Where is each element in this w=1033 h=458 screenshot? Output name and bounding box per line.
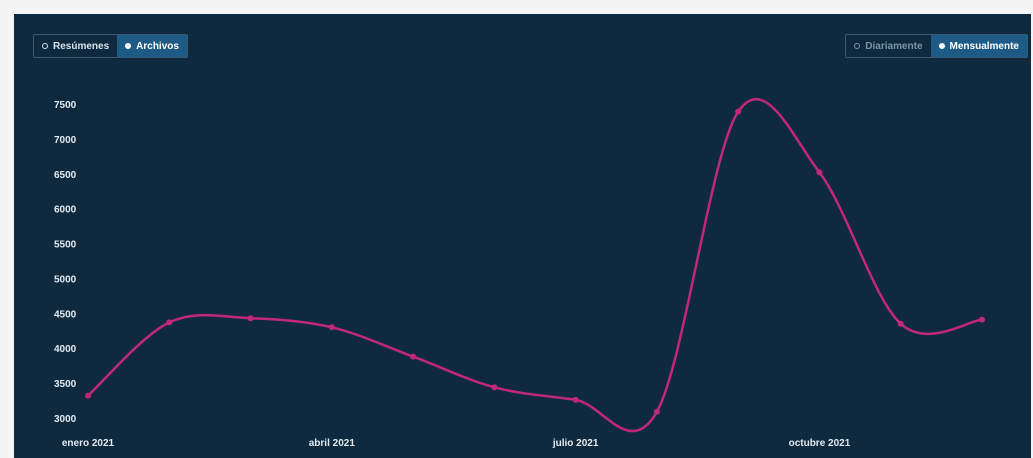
y-tick-label: 5500 [54, 240, 77, 251]
x-axis: enero 2021 abril 2021 julio 2021 octubre 20… [62, 438, 851, 449]
data-point[interactable] [572, 396, 579, 403]
radio-filled-icon [125, 43, 132, 49]
data-point[interactable] [897, 320, 904, 327]
period-toggle-group: Diariamente Mensualmente [845, 34, 1028, 58]
radio-empty-icon [42, 43, 48, 49]
data-point[interactable] [85, 392, 91, 399]
toggle-diariamente[interactable]: Diariamente [846, 35, 931, 57]
data-point[interactable] [653, 408, 660, 415]
data-point[interactable] [979, 316, 985, 323]
y-tick-label: 7500 [54, 100, 77, 111]
y-axis: 3000 3500 4000 4500 5000 5500 6000 6500 7000 7500 [54, 100, 77, 425]
data-point[interactable] [166, 319, 173, 326]
y-tick-label: 7000 [54, 135, 77, 146]
y-tick-label: 5000 [54, 274, 77, 285]
data-point[interactable] [491, 384, 498, 391]
radio-filled-icon [938, 43, 945, 49]
toggle-diariamente-label: Diariamente [865, 40, 923, 52]
radio-empty-icon [854, 43, 861, 49]
line-chart: 3000 3500 4000 4500 5000 5500 6000 6500 7000 7500… [54, 97, 985, 449]
chart-panel: Resúmenes Archivos Diariamente Mensualme… [14, 14, 1031, 458]
view-toggle-group: Resúmenes Archivos [33, 34, 188, 58]
toggle-resumenes[interactable]: Resúmenes [34, 35, 118, 57]
y-tick-label: 4000 [54, 344, 77, 355]
toggle-resumenes-label: Resúmenes [53, 40, 110, 52]
toggle-mensualmente-label: Mensualmente [949, 40, 1019, 52]
toggle-archivos[interactable]: Archivos [117, 35, 187, 57]
series-group [85, 97, 985, 433]
y-tick-label: 3500 [54, 379, 77, 390]
x-tick-label: julio 2021 [552, 438, 599, 449]
data-point[interactable] [247, 315, 254, 322]
x-tick-label: octubre 2021 [789, 438, 851, 449]
data-point[interactable] [328, 324, 335, 331]
toggle-mensualmente[interactable]: Mensualmente [930, 35, 1027, 57]
y-tick-label: 6500 [54, 170, 77, 181]
y-tick-label: 6000 [54, 205, 77, 216]
data-point[interactable] [735, 108, 742, 115]
data-point[interactable] [410, 353, 417, 360]
data-point[interactable] [816, 169, 823, 176]
y-tick-label: 3000 [54, 414, 77, 425]
x-tick-label: abril 2021 [309, 438, 356, 449]
y-tick-label: 4500 [54, 309, 77, 320]
series-line [87, 97, 983, 433]
x-tick-label: enero 2021 [62, 438, 115, 449]
toggle-archivos-label: Archivos [136, 40, 179, 52]
